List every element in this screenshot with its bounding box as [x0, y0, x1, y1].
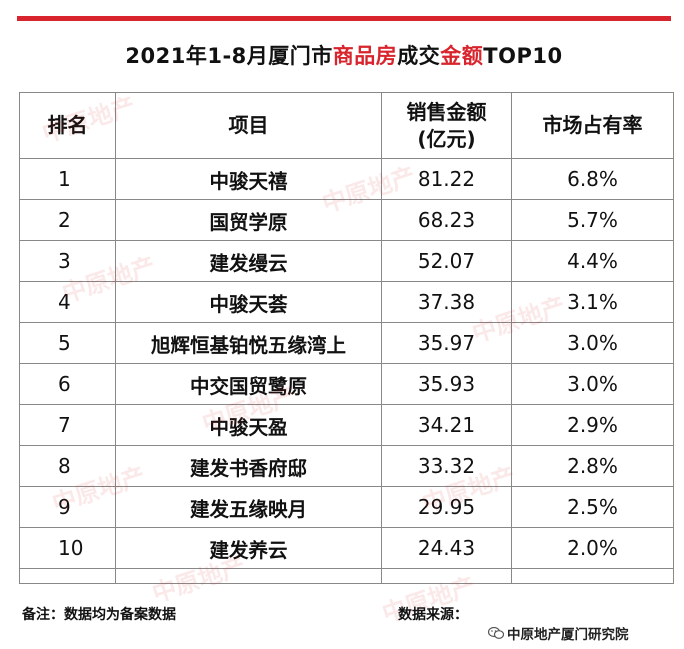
project-cell: 建发五缘映月: [115, 486, 382, 528]
table-row: 4 中骏天荟 37.38 3.1%: [19, 281, 674, 323]
table-row: 8 建发书香府邸 33.32 2.8%: [19, 445, 674, 487]
share-cell: 2.9%: [511, 404, 674, 446]
header-sales-line2: (亿元): [417, 126, 476, 151]
title-part-3: 成交: [397, 44, 441, 68]
rank-cell: 3: [19, 240, 116, 282]
project-cell: 中骏天盈: [115, 404, 382, 446]
rank-cell: 5: [19, 322, 116, 364]
rank-cell: 7: [19, 404, 116, 446]
footer-note: 备注：数据均为备案数据: [22, 607, 176, 623]
sales-cell: 33.32: [381, 445, 512, 487]
title-part-4: 金额: [440, 44, 484, 68]
share-cell: 6.8%: [511, 158, 674, 200]
table-row: 2 国贸学原 68.23 5.7%: [19, 199, 674, 241]
empty-cell: [381, 568, 512, 584]
rank-cell: 4: [19, 281, 116, 323]
wechat-account-name: 中原地产厦门研究院: [507, 627, 629, 643]
title-part-2: 商品房: [332, 44, 398, 68]
share-cell: 2.8%: [511, 445, 674, 487]
rank-cell: 10: [19, 527, 116, 569]
sales-cell: 29.95: [381, 486, 512, 528]
header-share: 市场占有率: [511, 92, 674, 159]
title-part-5: TOP10: [483, 44, 563, 68]
share-cell: 5.7%: [511, 199, 674, 241]
empty-cell: [511, 568, 674, 584]
empty-row: [19, 568, 674, 584]
project-cell: 中骏天禧: [115, 158, 382, 200]
rank-cell: 6: [19, 363, 116, 405]
table-row: 10 建发养云 24.43 2.0%: [19, 527, 674, 569]
share-cell: 2.5%: [511, 486, 674, 528]
ranking-table: 排名 项目 销售金额 (亿元) 市场占有率 1 中骏天禧 81.22 6.8% …: [19, 92, 674, 584]
rank-cell: 1: [19, 158, 116, 200]
header-project: 项目: [115, 92, 382, 159]
header-row: 排名 项目 销售金额 (亿元) 市场占有率: [19, 92, 674, 159]
rank-cell: 9: [19, 486, 116, 528]
rank-cell: 2: [19, 199, 116, 241]
sales-cell: 35.93: [381, 363, 512, 405]
project-cell: 国贸学原: [115, 199, 382, 241]
table-row: 7 中骏天盈 34.21 2.9%: [19, 404, 674, 446]
sales-cell: 52.07: [381, 240, 512, 282]
title-part-1: 2021年1-8月厦门市: [125, 44, 333, 68]
table-row: 6 中交国贸鹭原 35.93 3.0%: [19, 363, 674, 405]
sales-cell: 34.21: [381, 404, 512, 446]
footer-source: 数据来源：: [398, 607, 468, 623]
empty-cell: [115, 568, 382, 584]
share-cell: 3.1%: [511, 281, 674, 323]
project-cell: 建发缦云: [115, 240, 382, 282]
project-cell: 建发书香府邸: [115, 445, 382, 487]
table-row: 3 建发缦云 52.07 4.4%: [19, 240, 674, 282]
table-row: 9 建发五缘映月 29.95 2.5%: [19, 486, 674, 528]
wechat-icon: [488, 627, 504, 639]
sales-cell: 24.43: [381, 527, 512, 569]
top-accent-bar: [17, 16, 671, 21]
header-sales: 销售金额 (亿元): [381, 92, 512, 159]
project-cell: 中交国贸鹭原: [115, 363, 382, 405]
project-cell: 中骏天荟: [115, 281, 382, 323]
wechat-attribution: 中原地产厦门研究院: [488, 623, 629, 643]
empty-cell: [19, 568, 116, 584]
table-title: 2021年1-8月厦门市商品房成交金额TOP10: [17, 40, 671, 70]
sales-cell: 68.23: [381, 199, 512, 241]
table-row: 5 旭辉恒基铂悦五缘湾上 35.97 3.0%: [19, 322, 674, 364]
rank-cell: 8: [19, 445, 116, 487]
share-cell: 3.0%: [511, 363, 674, 405]
header-sales-line1: 销售金额: [406, 99, 487, 124]
sales-cell: 35.97: [381, 322, 512, 364]
sales-cell: 81.22: [381, 158, 512, 200]
sales-cell: 37.38: [381, 281, 512, 323]
project-cell: 建发养云: [115, 527, 382, 569]
project-cell: 旭辉恒基铂悦五缘湾上: [115, 322, 382, 364]
table-row: 1 中骏天禧 81.22 6.8%: [19, 158, 674, 200]
share-cell: 2.0%: [511, 527, 674, 569]
share-cell: 3.0%: [511, 322, 674, 364]
share-cell: 4.4%: [511, 240, 674, 282]
header-rank: 排名: [19, 92, 116, 159]
